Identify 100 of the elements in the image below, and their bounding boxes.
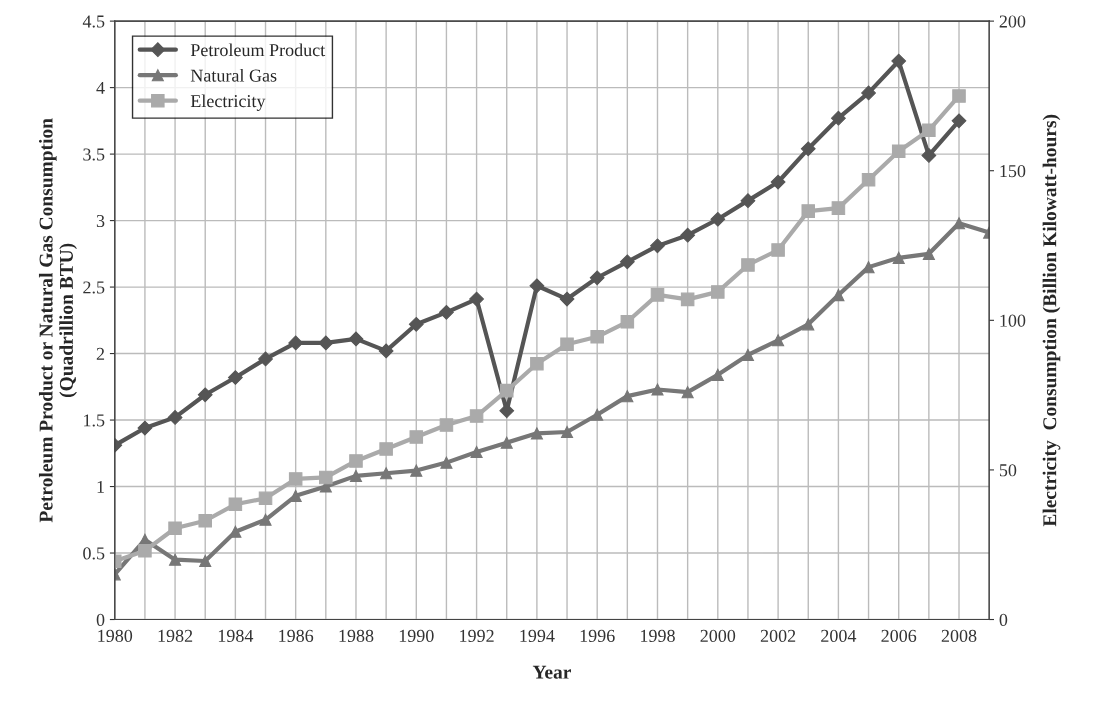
point [349, 454, 363, 468]
point [591, 408, 604, 421]
x-tick-label: 1990 [399, 629, 434, 642]
point [800, 141, 816, 157]
point [530, 356, 544, 371]
point [259, 513, 272, 526]
point [470, 445, 483, 459]
point [138, 543, 152, 558]
point [832, 288, 845, 302]
point [861, 172, 876, 187]
point [349, 469, 363, 482]
y-tick-label: 2 [96, 347, 105, 360]
point [500, 436, 513, 449]
x-tick-label: 2008 [941, 629, 977, 642]
point [559, 291, 575, 307]
point [891, 53, 907, 69]
legend-label: Natural Gas [190, 68, 277, 82]
point [680, 292, 695, 307]
x-tick-label: 1994 [520, 629, 555, 642]
point [711, 368, 724, 381]
point [530, 427, 543, 440]
point [380, 467, 393, 480]
y-tick-label: 0 [96, 613, 105, 626]
point [560, 337, 574, 352]
point [651, 383, 664, 396]
point [650, 238, 665, 254]
point [410, 464, 423, 477]
point [621, 390, 634, 403]
point [740, 193, 756, 209]
point [711, 285, 725, 299]
point [801, 204, 816, 218]
y-tick-label: 4.5 [82, 15, 105, 28]
point [408, 316, 424, 332]
point [831, 110, 846, 126]
point [772, 334, 785, 347]
point [650, 288, 665, 302]
y2-tick-label: 0 [999, 613, 1008, 626]
legend-label: Petroleum Product [190, 43, 326, 57]
point [469, 291, 484, 307]
point [802, 318, 815, 331]
point [891, 144, 906, 159]
point [681, 386, 694, 399]
point [379, 442, 393, 456]
x-tick-label: 1980 [98, 629, 133, 642]
x-tick-label: 2000 [700, 629, 736, 642]
point [770, 174, 786, 190]
point [258, 491, 273, 506]
point [499, 383, 514, 398]
y-tick-label: 4 [96, 81, 105, 94]
point [288, 472, 303, 486]
point [199, 554, 212, 568]
point [227, 370, 243, 385]
y-tick-label: 0.5 [83, 547, 105, 560]
point [589, 270, 605, 286]
point [892, 251, 905, 264]
x-tick-label: 1998 [641, 629, 675, 642]
point [469, 409, 484, 423]
y-tick-label: 1.5 [84, 414, 105, 427]
y2-axis-title: Electricity Consumption (Billion Kilowatt-hours) [1042, 114, 1061, 527]
point [258, 351, 273, 367]
point [529, 278, 545, 294]
point [619, 254, 635, 270]
x-tick-label: 1982 [158, 629, 193, 642]
point [710, 211, 726, 227]
x-tick-label: 1984 [218, 629, 254, 642]
x-tick-label: 2004 [821, 629, 857, 642]
y-tick-label: 3.5 [83, 148, 105, 161]
point [922, 123, 936, 138]
y2-tick-label: 150 [1000, 164, 1026, 178]
legend-label: Electricity [190, 94, 266, 111]
x-tick-label: 2002 [760, 629, 796, 642]
point [922, 247, 935, 260]
x-tick-label: 1986 [279, 629, 314, 642]
point [560, 425, 574, 439]
point [590, 330, 604, 344]
point [288, 335, 304, 351]
y2-tick-label: 50 [999, 464, 1017, 477]
point [741, 348, 755, 361]
point [439, 304, 454, 320]
point [409, 430, 424, 444]
x-tick-label: 1996 [580, 629, 615, 642]
point [378, 343, 394, 359]
point [228, 497, 243, 512]
point [319, 470, 333, 485]
x-tick-label: 1992 [460, 629, 494, 642]
x-tick-label: 2006 [881, 629, 917, 642]
point [620, 315, 635, 329]
x-tick-label: 1988 [339, 629, 374, 642]
y2-tick-label: 200 [999, 15, 1026, 28]
point [861, 85, 876, 101]
point [952, 89, 966, 103]
point [439, 418, 454, 432]
y-tick-label: 3 [96, 214, 105, 228]
point [951, 113, 967, 129]
y-tick-label: 2.5 [83, 281, 105, 294]
point [831, 201, 846, 215]
point [137, 420, 153, 436]
point [318, 335, 334, 351]
point [197, 387, 213, 403]
point [440, 456, 453, 469]
